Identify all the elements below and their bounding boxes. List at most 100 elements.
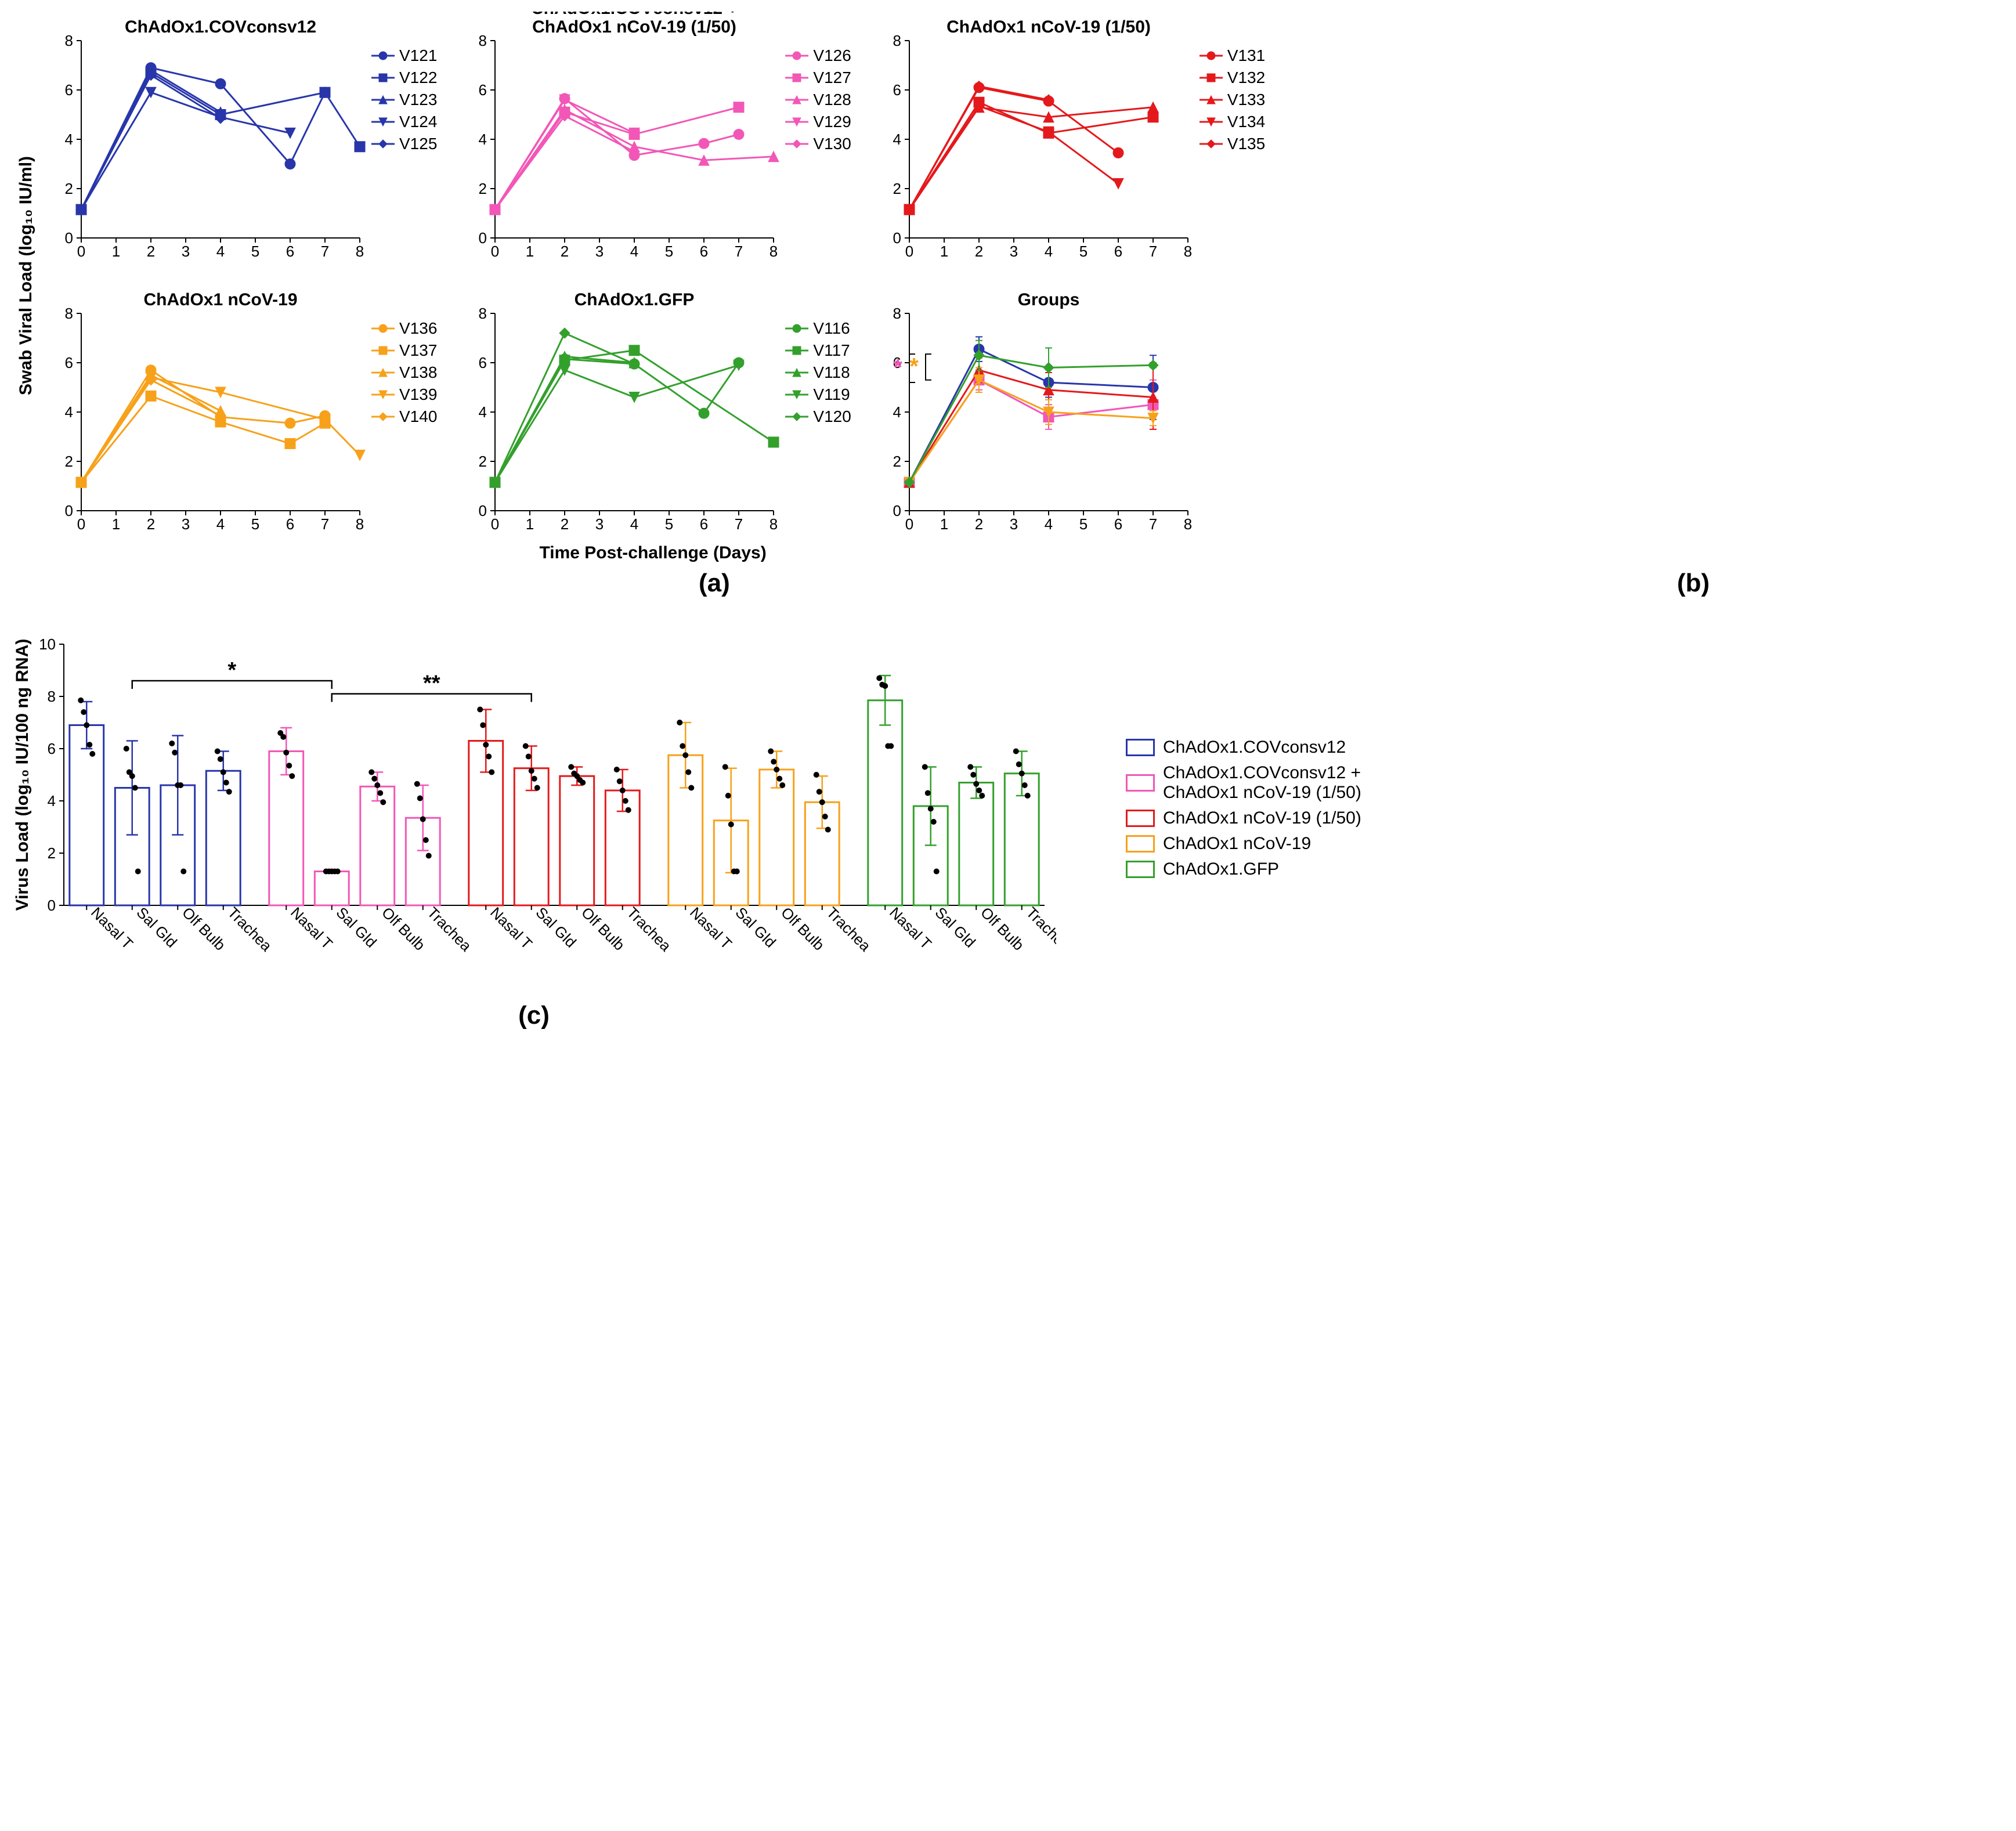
chart-legend: V136V137V138V139V140 bbox=[366, 284, 437, 426]
svg-text:0: 0 bbox=[77, 515, 85, 533]
svg-text:8: 8 bbox=[48, 688, 56, 705]
svg-text:4: 4 bbox=[479, 131, 487, 148]
sublabel-c: (c) bbox=[12, 1001, 1056, 1030]
svg-text:6: 6 bbox=[286, 515, 294, 533]
legend-item: V127 bbox=[785, 68, 851, 87]
panel-c-container: 0246810Virus Load (log₁₀ IU/100 ng RNA)N… bbox=[12, 621, 2004, 1030]
svg-text:7: 7 bbox=[735, 243, 743, 260]
legend-item: V128 bbox=[785, 91, 851, 109]
legend-item: V125 bbox=[371, 135, 437, 153]
line-chart: 01234567802468Groups** bbox=[869, 284, 1194, 540]
svg-text:7: 7 bbox=[1149, 515, 1157, 533]
svg-text:6: 6 bbox=[479, 354, 487, 371]
svg-text:2: 2 bbox=[65, 180, 73, 197]
svg-text:4: 4 bbox=[893, 403, 901, 421]
svg-text:5: 5 bbox=[665, 515, 673, 533]
legend-swatch bbox=[1126, 835, 1155, 853]
svg-text:2: 2 bbox=[479, 180, 487, 197]
legend-label: V136 bbox=[399, 319, 437, 338]
svg-text:2: 2 bbox=[893, 180, 901, 197]
legend-item: V122 bbox=[371, 68, 437, 87]
svg-text:8: 8 bbox=[356, 243, 364, 260]
legend-label: ChAdOx1 nCoV-19 bbox=[1163, 834, 1311, 854]
svg-text:0: 0 bbox=[479, 502, 487, 519]
svg-text:1: 1 bbox=[940, 515, 948, 533]
legend-label: V117 bbox=[813, 341, 850, 360]
svg-text:1: 1 bbox=[526, 243, 534, 260]
svg-text:Trachea: Trachea bbox=[1023, 904, 1056, 955]
legend-item: ChAdOx1 nCoV-19 (1/50) bbox=[1126, 808, 1361, 828]
legend-label: V123 bbox=[399, 91, 437, 109]
svg-text:3: 3 bbox=[595, 515, 604, 533]
svg-text:Sal Gld: Sal Gld bbox=[932, 904, 980, 951]
sublabel-a: (a) bbox=[29, 569, 1400, 598]
legend-label: V124 bbox=[399, 113, 437, 131]
svg-text:8: 8 bbox=[893, 305, 901, 322]
line-chart: 01234567802468ChAdOx1.GFPV116V117V118V11… bbox=[454, 284, 851, 540]
line-chart: 01234567802468ChAdOx1.COVconsv12V121V122… bbox=[41, 12, 437, 267]
legend-label: V125 bbox=[399, 135, 437, 153]
svg-text:*: * bbox=[227, 658, 236, 682]
svg-text:7: 7 bbox=[735, 515, 743, 533]
svg-text:*: * bbox=[893, 355, 902, 381]
legend-label: V134 bbox=[1227, 113, 1265, 131]
legend-item: V116 bbox=[785, 319, 851, 338]
legend-item: V137 bbox=[371, 341, 437, 360]
svg-text:3: 3 bbox=[182, 515, 190, 533]
svg-text:8: 8 bbox=[479, 305, 487, 322]
panel-c-legend: ChAdOx1.COVconsv12ChAdOx1.COVconsv12 +Ch… bbox=[1126, 738, 1361, 879]
svg-text:Sal Gld: Sal Gld bbox=[732, 904, 780, 951]
svg-text:Olf Bulb: Olf Bulb bbox=[578, 904, 628, 954]
svg-text:ChAdOx1.COVconsv12: ChAdOx1.COVconsv12 bbox=[125, 17, 316, 37]
legend-label: ChAdOx1.GFP bbox=[1163, 859, 1279, 879]
legend-label: V122 bbox=[399, 68, 437, 87]
svg-text:Nasal T: Nasal T bbox=[88, 904, 136, 952]
line-chart: 01234567802468ChAdOx1 nCoV-19V136V137V13… bbox=[41, 284, 437, 540]
svg-text:4: 4 bbox=[1045, 515, 1053, 533]
legend-item: V123 bbox=[371, 91, 437, 109]
svg-text:1: 1 bbox=[112, 243, 120, 260]
legend-item: V136 bbox=[371, 319, 437, 338]
svg-text:5: 5 bbox=[1079, 243, 1088, 260]
legend-label: V129 bbox=[813, 113, 851, 131]
svg-text:6: 6 bbox=[286, 243, 294, 260]
chart-legend: V121 V122 V123 V124 V125 bbox=[366, 12, 437, 153]
svg-text:Nasal T: Nasal T bbox=[687, 904, 735, 952]
svg-text:3: 3 bbox=[1010, 243, 1018, 260]
svg-text:0: 0 bbox=[65, 229, 73, 247]
svg-text:2: 2 bbox=[48, 844, 56, 862]
legend-item: V129 bbox=[785, 113, 851, 131]
svg-text:2: 2 bbox=[975, 243, 983, 260]
svg-text:0: 0 bbox=[77, 243, 85, 260]
svg-text:8: 8 bbox=[1184, 515, 1192, 533]
legend-label: V119 bbox=[813, 385, 850, 404]
legend-item: V121 bbox=[371, 46, 437, 65]
svg-text:Trachea: Trachea bbox=[624, 904, 675, 955]
svg-text:Olf Bulb: Olf Bulb bbox=[179, 904, 229, 954]
svg-text:0: 0 bbox=[491, 515, 499, 533]
svg-text:Sal Gld: Sal Gld bbox=[133, 904, 181, 951]
svg-text:Swab Viral Load (log₁₀ IU/ml): Swab Viral Load (log₁₀ IU/ml) bbox=[16, 156, 35, 395]
svg-text:6: 6 bbox=[1114, 243, 1122, 260]
svg-text:Trachea: Trachea bbox=[225, 904, 276, 955]
panel-c-chart: 0246810Virus Load (log₁₀ IU/100 ng RNA)N… bbox=[12, 621, 1056, 995]
svg-text:8: 8 bbox=[356, 515, 364, 533]
svg-text:Sal Gld: Sal Gld bbox=[533, 904, 580, 951]
svg-text:Trachea: Trachea bbox=[424, 904, 475, 955]
svg-text:5: 5 bbox=[1079, 515, 1088, 533]
svg-text:**: ** bbox=[423, 671, 440, 696]
legend-item: V130 bbox=[785, 135, 851, 153]
legend-item: V126 bbox=[785, 46, 851, 65]
svg-text:4: 4 bbox=[216, 243, 225, 260]
svg-text:0: 0 bbox=[479, 229, 487, 247]
svg-text:2: 2 bbox=[561, 515, 569, 533]
svg-text:2: 2 bbox=[561, 243, 569, 260]
svg-text:3: 3 bbox=[182, 243, 190, 260]
legend-item: V119 bbox=[785, 385, 851, 404]
svg-text:6: 6 bbox=[65, 81, 73, 99]
svg-text:6: 6 bbox=[479, 81, 487, 99]
svg-text:Nasal T: Nasal T bbox=[886, 904, 935, 952]
svg-text:8: 8 bbox=[769, 243, 778, 260]
svg-text:6: 6 bbox=[893, 81, 901, 99]
legend-label: V128 bbox=[813, 91, 851, 109]
